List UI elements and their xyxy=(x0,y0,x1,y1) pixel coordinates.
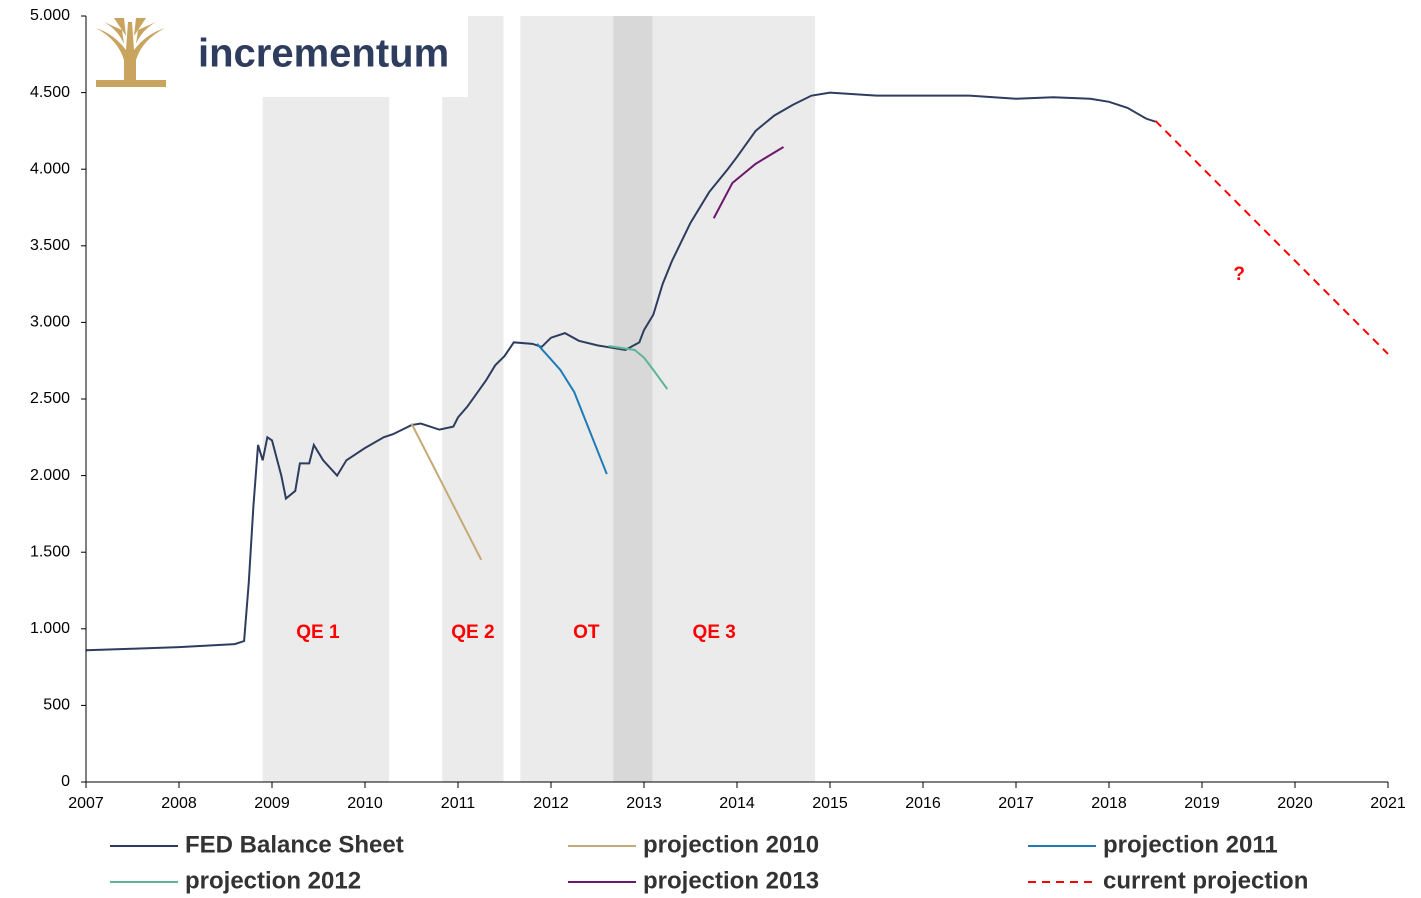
x-tick-label: 2019 xyxy=(1184,795,1220,812)
regions: QE 1 QE 2 OT QE 3? xyxy=(262,16,1245,782)
x-tick-label: 2021 xyxy=(1370,795,1406,812)
series-line xyxy=(608,345,669,390)
legend-label: projection 2012 xyxy=(185,867,361,894)
legend-label: current projection xyxy=(1103,867,1308,894)
y-tick-label: 1.500 xyxy=(30,543,70,560)
region-label: OT xyxy=(573,622,600,643)
x-tick-label: 2008 xyxy=(161,795,197,812)
x-tick-label: 2014 xyxy=(719,795,755,812)
y-tick-label: 4.500 xyxy=(30,84,70,101)
region xyxy=(262,16,390,782)
legend-label: projection 2011 xyxy=(1103,831,1278,858)
region xyxy=(520,16,653,782)
legend-label: projection 2013 xyxy=(643,867,819,894)
x-tick-label: 2020 xyxy=(1277,795,1313,812)
logo-text: incrementum xyxy=(198,32,449,76)
y-tick-label: 1.000 xyxy=(30,620,70,637)
y-tick-label: 2.500 xyxy=(30,390,70,407)
region xyxy=(613,16,816,782)
logo: incrementum xyxy=(87,0,468,97)
x-tick-label: 2013 xyxy=(626,795,662,812)
series-line xyxy=(1154,120,1389,355)
x-tick-label: 2011 xyxy=(441,795,476,812)
y-tick-label: 5.000 xyxy=(30,7,70,24)
series-line xyxy=(410,423,483,561)
axes: 0 500 1.000 1.500 2.000 2.500 3.000 3.500 4.000 4… xyxy=(30,7,1406,894)
y-tick-label: 3.000 xyxy=(30,314,70,331)
region-label: QE 3 xyxy=(693,622,736,643)
x-tick-label: 2015 xyxy=(812,795,848,812)
legend-label: projection 2010 xyxy=(643,831,819,858)
legend-label: FED Balance Sheet xyxy=(185,831,404,858)
lines xyxy=(85,91,1389,652)
y-tick-label: 2.000 xyxy=(30,467,70,484)
x-tick-label: 2012 xyxy=(533,795,569,812)
annotation: ? xyxy=(1233,264,1245,285)
x-tick-label: 2016 xyxy=(905,795,941,812)
x-tick-label: 2017 xyxy=(998,795,1034,812)
region-label: QE 2 xyxy=(451,622,494,643)
x-tick-label: 2010 xyxy=(347,795,383,812)
series-line xyxy=(85,91,1156,652)
series-line xyxy=(536,343,608,475)
y-tick-label: 4.000 xyxy=(30,160,70,177)
region-label: QE 1 xyxy=(296,622,340,643)
y-tick-label: 500 xyxy=(43,697,70,714)
x-tick-label: 2009 xyxy=(254,795,290,812)
y-tick-label: 0 xyxy=(61,773,70,790)
y-tick-label: 3.500 xyxy=(30,237,70,254)
x-tick-label: 2018 xyxy=(1091,795,1127,812)
series-line xyxy=(712,146,785,219)
logo-icon xyxy=(96,18,166,87)
x-tick-label: 2007 xyxy=(68,795,104,812)
